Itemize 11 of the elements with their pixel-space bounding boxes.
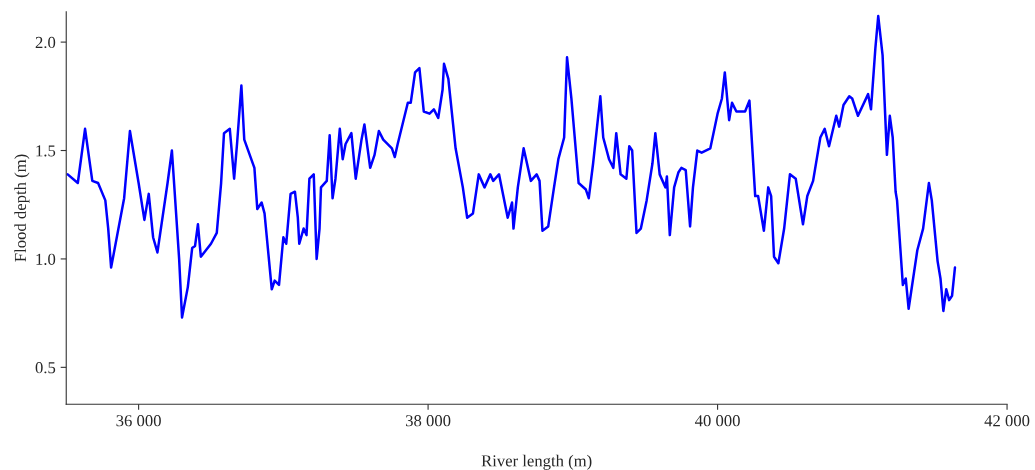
y-tick-label: 0.5 — [35, 362, 56, 374]
x-tick-label: 36 000 — [116, 415, 161, 427]
line-series — [66, 14, 957, 319]
y-tick-label: 1.5 — [36, 145, 56, 157]
y-tick-label: 2.0 — [35, 36, 56, 49]
x-tick-label: 40 000 — [694, 415, 740, 427]
x-axis-title: River length (m) — [481, 454, 592, 470]
x-tick-label: 38 000 — [405, 415, 451, 427]
y-axis-title: Flood depth (m) — [14, 154, 30, 262]
y-tick-label: 1.0 — [36, 253, 56, 265]
x-tick-label: 42 000 — [984, 415, 1030, 427]
